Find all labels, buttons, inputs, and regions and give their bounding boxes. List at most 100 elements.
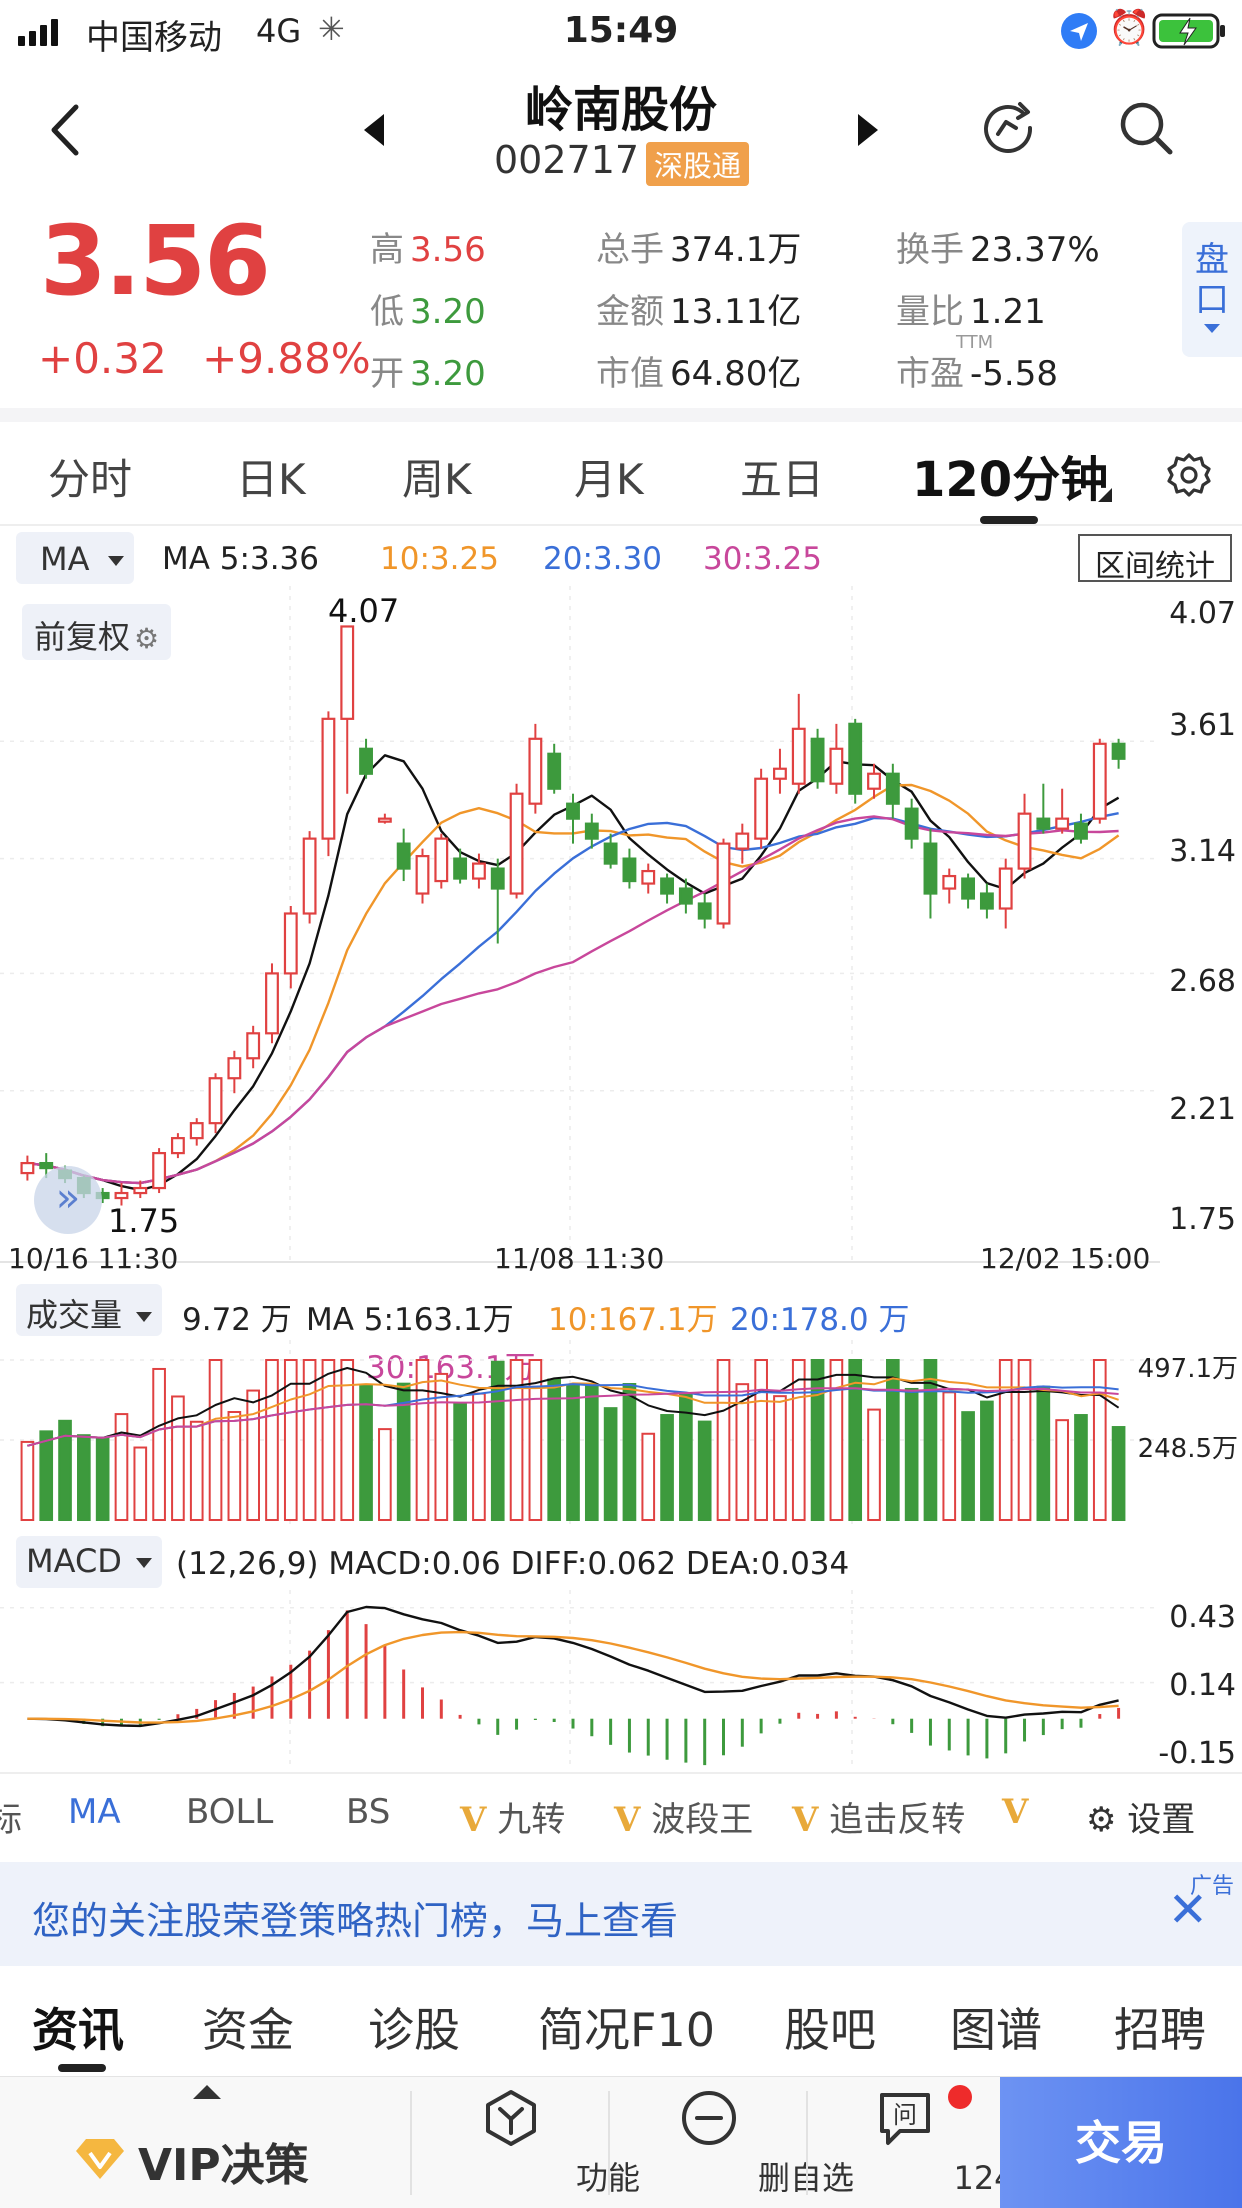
volume-bar — [885, 1359, 900, 1521]
candle-body — [754, 777, 769, 840]
volume-bar — [39, 1430, 54, 1521]
y-tick: 2.68 — [1169, 964, 1236, 999]
tab-daily-k[interactable]: 日K — [236, 455, 306, 504]
candle-body — [114, 1191, 129, 1200]
macd-chart[interactable] — [0, 1590, 1160, 1770]
news-tab-f10[interactable]: 简况F10 — [538, 2003, 715, 2057]
volume-bar — [302, 1359, 317, 1521]
candle-body — [265, 972, 279, 1035]
candle-body — [566, 802, 580, 820]
gear-icon[interactable] — [1166, 452, 1212, 498]
battery-icon — [1152, 13, 1225, 49]
volume-bar — [980, 1400, 994, 1521]
chevron-down-icon — [136, 1312, 153, 1322]
indicator-tab-zhuiji[interactable]: V 追击反转 — [792, 1800, 966, 1840]
news-tab-zixun[interactable]: 资讯 — [32, 2003, 124, 2057]
kline-chart[interactable] — [0, 586, 1160, 1266]
adjust-mode-button[interactable]: 前复权 ⚙ — [22, 604, 172, 660]
range-stats-button[interactable]: 区间统计 — [1078, 534, 1232, 584]
vip-label: VIP决策 — [138, 2140, 309, 2191]
stat-high: 高 3.56 — [370, 230, 486, 270]
volume-bar — [528, 1359, 543, 1521]
next-stock-icon[interactable] — [858, 114, 878, 146]
volume-ma5: MA 5:163.1万 — [306, 1302, 514, 1338]
candle-body — [39, 1161, 54, 1170]
candle-body — [678, 887, 693, 905]
tab-120min[interactable]: 120分钟 — [912, 452, 1109, 508]
candle-body — [622, 857, 637, 883]
prev-stock-icon[interactable] — [364, 114, 384, 146]
macd-y-tick: -0.15 — [1158, 1736, 1236, 1771]
period-dropdown-icon[interactable] — [1098, 488, 1112, 502]
volume-selector[interactable]: 成交量 — [16, 1284, 163, 1336]
tab-monthly-k[interactable]: 月K — [574, 455, 644, 504]
indicator-tab-bs[interactable]: BS — [346, 1792, 391, 1832]
volume-ma30: 30:163.1万 — [366, 1350, 536, 1386]
trade-button[interactable]: 交易 — [1000, 2077, 1242, 2208]
candle-body — [246, 1032, 261, 1060]
candle-body — [885, 772, 900, 805]
back-icon[interactable] — [40, 95, 90, 165]
y-tick: 3.14 — [1169, 834, 1236, 869]
ad-banner[interactable]: 您的关注股荣登策略热门榜，马上查看 广告 ✕ — [0, 1862, 1242, 1966]
candle-body — [942, 874, 957, 890]
news-tab-zhengu[interactable]: 诊股 — [368, 2003, 460, 2057]
candle-body — [1092, 742, 1107, 820]
candle-body — [1017, 812, 1032, 870]
news-tab-tupu[interactable]: 图谱 — [950, 2003, 1042, 2057]
news-tab-zijin[interactable]: 资金 — [202, 2003, 294, 2057]
refresh-icon[interactable] — [978, 98, 1038, 158]
volume-bar — [848, 1359, 863, 1521]
tab-five-day[interactable]: 五日 — [740, 455, 825, 504]
indicator-tab-ma[interactable]: MA — [68, 1792, 121, 1832]
pankou-button[interactable]: 盘口 — [1182, 222, 1242, 357]
indicator-tab-boduanwang[interactable]: V 波段王 — [614, 1800, 754, 1840]
volume-bar — [509, 1359, 524, 1521]
indicator-settings[interactable]: ⚙ 设置 — [1086, 1800, 1196, 1840]
volume-selector-label: 成交量 — [26, 1296, 123, 1334]
ma-selector[interactable]: MA — [16, 532, 134, 584]
news-tab-zhaopin[interactable]: 招聘 — [1114, 2003, 1206, 2057]
ad-text[interactable]: 您的关注股荣登策略热门榜，马上查看 — [32, 1899, 679, 1943]
volume-bar — [603, 1407, 618, 1521]
collapse-arrows-icon[interactable]: » — [34, 1166, 102, 1234]
messages-button[interactable]: 问 124条 — [808, 2077, 1047, 2208]
search-icon[interactable] — [1116, 98, 1176, 158]
candle-body — [208, 1077, 223, 1125]
candle-body — [189, 1122, 204, 1140]
volume-chart[interactable] — [0, 1340, 1160, 1526]
alarm-icon: ⏰ — [1108, 8, 1151, 48]
chevron-up-icon — [193, 2085, 221, 2099]
vip-decision-button[interactable]: VIP决策 — [0, 2077, 410, 2208]
candle-body — [848, 722, 863, 795]
indicator-tab-partial[interactable]: 标 — [0, 1800, 22, 1840]
indicator-tab-boll[interactable]: BOLL — [186, 1792, 274, 1832]
tab-fenshi[interactable]: 分时 — [48, 455, 133, 504]
indicator-tab-more[interactable]: V — [1002, 1792, 1028, 1832]
x-label: 12/02 15:00 — [980, 1242, 1151, 1275]
close-icon[interactable]: ✕ — [1167, 1882, 1208, 1938]
candle-body — [20, 1161, 35, 1175]
volume-bar — [1074, 1414, 1088, 1521]
remove-watchlist-button[interactable]: 删自选 — [610, 2077, 854, 2208]
volume-bar — [829, 1359, 844, 1521]
macd-values: (12,26,9) MACD:0.06 DIFF:0.062 DEA:0.034 — [176, 1546, 850, 1582]
volume-bar — [791, 1359, 806, 1521]
candle-body — [528, 737, 543, 805]
chevron-down-icon — [1204, 324, 1220, 333]
candle-body — [735, 832, 750, 850]
candle-body — [1036, 817, 1051, 830]
tab-weekly-k[interactable]: 周K — [402, 455, 472, 504]
message-icon: 问 — [880, 2093, 930, 2145]
indicator-tab-jiuzhuan[interactable]: V 九转 — [460, 1800, 566, 1840]
candle-body — [810, 737, 825, 783]
gear-icon: ⚙ — [1086, 1800, 1117, 1840]
low-mark: 1.75 — [108, 1202, 180, 1240]
function-button[interactable]: 功能 — [412, 2077, 640, 2208]
volume-bar — [453, 1403, 467, 1521]
minus-circle-icon — [682, 2091, 736, 2145]
macd-selector[interactable]: MACD — [16, 1536, 163, 1588]
volume-bar — [359, 1384, 373, 1521]
news-tab-guba[interactable]: 股吧 — [784, 2003, 876, 2057]
divider — [806, 2091, 808, 2195]
